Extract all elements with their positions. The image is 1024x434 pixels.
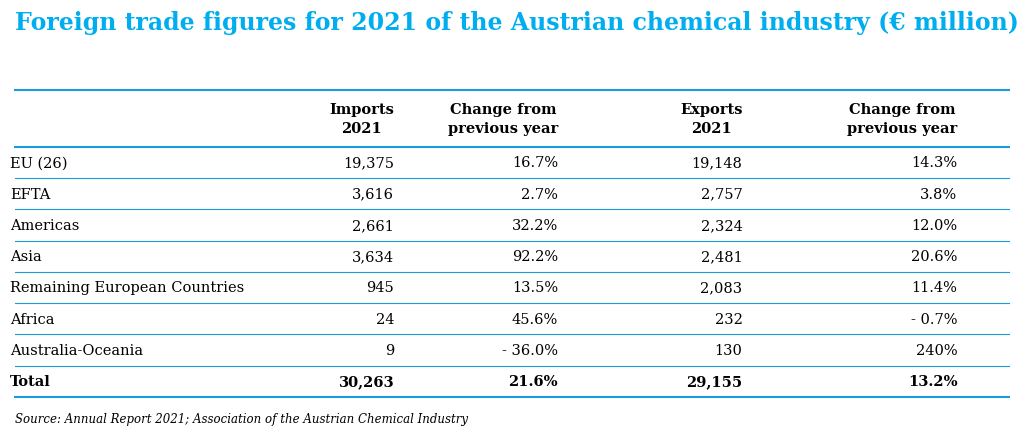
Text: Asia: Asia (10, 250, 42, 263)
Text: 2.7%: 2.7% (521, 187, 558, 201)
Text: 24: 24 (376, 312, 394, 326)
Text: 45.6%: 45.6% (512, 312, 558, 326)
Text: Exports
2021: Exports 2021 (680, 103, 742, 135)
Text: Foreign trade figures for 2021 of the Austrian chemical industry (€ million): Foreign trade figures for 2021 of the Au… (15, 11, 1019, 35)
Text: Americas: Americas (10, 218, 80, 232)
Text: Australia-Oceania: Australia-Oceania (10, 343, 143, 357)
Text: 30,263: 30,263 (339, 375, 394, 388)
Text: 2,324: 2,324 (700, 218, 742, 232)
Text: 2,757: 2,757 (700, 187, 742, 201)
Text: 16.7%: 16.7% (512, 156, 558, 170)
Text: 2,481: 2,481 (700, 250, 742, 263)
Text: EU (26): EU (26) (10, 156, 68, 170)
Text: 32.2%: 32.2% (512, 218, 558, 232)
Text: 13.2%: 13.2% (908, 375, 957, 388)
Text: 240%: 240% (915, 343, 957, 357)
Text: 29,155: 29,155 (686, 375, 742, 388)
Text: 20.6%: 20.6% (911, 250, 957, 263)
Text: EFTA: EFTA (10, 187, 50, 201)
Text: 12.0%: 12.0% (911, 218, 957, 232)
Text: 3,634: 3,634 (352, 250, 394, 263)
Text: 11.4%: 11.4% (911, 281, 957, 295)
Text: Change from
previous year: Change from previous year (447, 103, 558, 135)
Text: 14.3%: 14.3% (911, 156, 957, 170)
Text: Change from
previous year: Change from previous year (847, 103, 957, 135)
Text: Africa: Africa (10, 312, 54, 326)
Text: 2,083: 2,083 (700, 281, 742, 295)
Text: 2,661: 2,661 (352, 218, 394, 232)
Text: 3,616: 3,616 (352, 187, 394, 201)
Text: 130: 130 (715, 343, 742, 357)
Text: 21.6%: 21.6% (509, 375, 558, 388)
Text: - 0.7%: - 0.7% (911, 312, 957, 326)
Text: 19,375: 19,375 (343, 156, 394, 170)
Text: 13.5%: 13.5% (512, 281, 558, 295)
Text: Remaining European Countries: Remaining European Countries (10, 281, 245, 295)
Text: 19,148: 19,148 (691, 156, 742, 170)
Text: 945: 945 (367, 281, 394, 295)
Text: 232: 232 (715, 312, 742, 326)
Text: Imports
2021: Imports 2021 (330, 103, 394, 135)
Text: Source: Annual Report 2021; Association of the Austrian Chemical Industry: Source: Annual Report 2021; Association … (15, 412, 468, 425)
Text: Total: Total (10, 375, 51, 388)
Text: 3.8%: 3.8% (921, 187, 957, 201)
Text: 9: 9 (385, 343, 394, 357)
Text: - 36.0%: - 36.0% (502, 343, 558, 357)
Text: 92.2%: 92.2% (512, 250, 558, 263)
